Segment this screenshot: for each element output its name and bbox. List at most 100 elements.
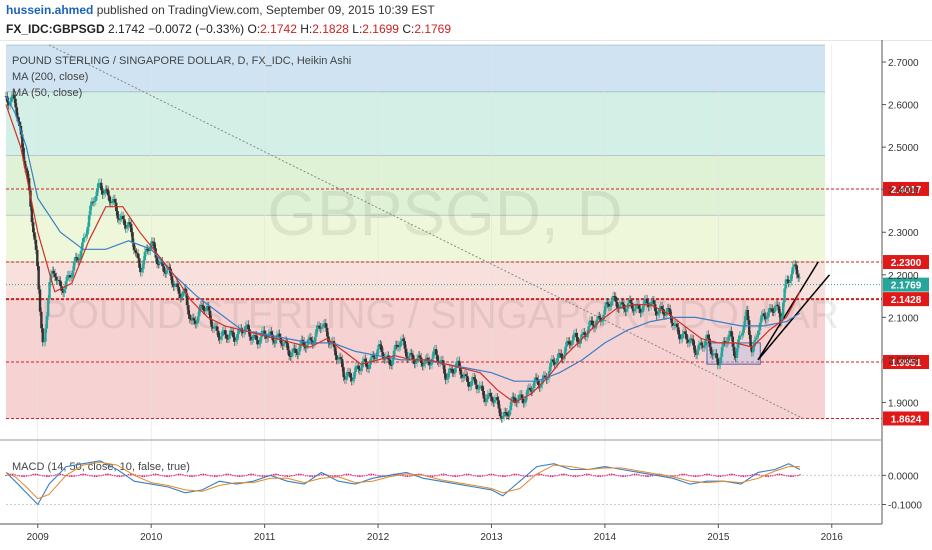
- price-candle: [712, 353, 715, 356]
- price-candle: [289, 355, 292, 357]
- macd-histogram-bar: [55, 474, 57, 476]
- macd-histogram-bar: [731, 473, 733, 476]
- macd-histogram-bar: [266, 475, 268, 477]
- price-candle: [316, 325, 319, 330]
- price-candle: [38, 289, 42, 312]
- price-candle: [724, 341, 728, 344]
- price-candle: [313, 336, 317, 344]
- price-candle: [645, 299, 649, 304]
- price-candle: [108, 195, 111, 202]
- price-candle: [726, 341, 729, 344]
- price-candle: [598, 316, 601, 318]
- price-candle: [394, 344, 397, 351]
- macd-histogram-bar: [329, 475, 332, 477]
- price-candle: [195, 323, 198, 325]
- price-candle: [232, 331, 235, 338]
- price-candle: [176, 283, 179, 288]
- macd-histogram-bar: [114, 475, 116, 477]
- x-tick-label-5: 2014: [594, 532, 617, 543]
- macd-histogram-bar: [572, 475, 574, 477]
- username-link[interactable]: hussein.ahmed: [6, 3, 94, 17]
- chart-area[interactable]: GBPSGD, D POUND STERLING / SINGAPORE DOL…: [0, 40, 932, 550]
- macd-histogram-bar: [259, 475, 261, 477]
- macd-histogram-bar: [286, 475, 289, 478]
- macd-histogram-bar: [708, 473, 711, 476]
- macd-histogram-bar: [638, 474, 640, 476]
- macd-histogram-bar: [785, 475, 788, 477]
- price-candle: [151, 241, 155, 243]
- macd-histogram-bar: [599, 475, 602, 478]
- price-candle: [441, 360, 445, 365]
- macd-histogram-bar: [583, 474, 586, 476]
- price-candle: [7, 102, 10, 106]
- price-candle: [40, 311, 43, 329]
- macd-histogram-bar: [306, 475, 309, 477]
- macd-histogram-bar: [767, 475, 770, 478]
- price-candle: [583, 332, 586, 335]
- price-candle: [334, 347, 337, 356]
- macd-histogram-bar: [277, 474, 280, 476]
- price-candle: [693, 345, 696, 353]
- price-candle: [346, 372, 349, 376]
- price-candle: [125, 226, 129, 229]
- macd-histogram-bar: [182, 474, 184, 476]
- macd-histogram-bar: [715, 475, 717, 477]
- price-candle: [451, 369, 454, 373]
- price-candle: [644, 299, 647, 301]
- price-candle: [214, 326, 217, 328]
- macd-histogram-bar: [590, 474, 593, 476]
- price-candle: [605, 302, 608, 307]
- price-candle: [682, 331, 686, 334]
- macd-histogram-bar: [168, 475, 171, 477]
- macd-histogram-bar: [613, 473, 615, 476]
- price-candle: [262, 330, 265, 332]
- macd-histogram-bar: [193, 475, 196, 477]
- legend-ma200: MA (200, close): [12, 71, 88, 83]
- price-candle: [41, 328, 44, 343]
- price-candle: [692, 339, 695, 346]
- price-candle: [505, 412, 509, 416]
- macd-histogram-bar: [39, 474, 41, 476]
- macd-histogram-bar: [624, 475, 627, 477]
- price-candle: [173, 285, 176, 287]
- price-candle: [189, 318, 193, 321]
- price-candle: [159, 261, 163, 263]
- price-candle: [628, 299, 631, 304]
- price-candle: [679, 338, 683, 340]
- price-candle: [473, 377, 476, 379]
- price-candle: [304, 346, 307, 349]
- legend-macd: MACD (14, 50, close, 10, false, true): [12, 461, 190, 473]
- price-candle: [537, 379, 540, 385]
- price-candle: [648, 306, 652, 308]
- price-candle: [703, 345, 706, 348]
- price-candle: [219, 336, 223, 340]
- macd-histogram-bar: [633, 473, 636, 476]
- price-candle: [342, 367, 345, 377]
- price-candle: [72, 261, 76, 271]
- price-candle: [312, 343, 315, 345]
- price-candle: [620, 302, 623, 306]
- macd-histogram-bar: [295, 474, 298, 476]
- macd-histogram-bar: [690, 475, 692, 477]
- macd-histogram-bar: [352, 475, 354, 477]
- price-candle: [639, 308, 642, 314]
- macd-histogram-bar: [717, 475, 720, 478]
- price-candle: [244, 325, 247, 331]
- price-candle: [368, 364, 371, 369]
- price-candle: [795, 265, 799, 275]
- macd-histogram-bar: [257, 475, 259, 477]
- price-candle: [365, 361, 368, 368]
- price-candle: [779, 313, 782, 323]
- price-candle: [579, 339, 582, 344]
- macd-histogram-bar: [449, 475, 452, 477]
- price-candle: [357, 365, 360, 370]
- price-candle: [764, 316, 767, 320]
- price-candle: [655, 311, 658, 316]
- signal-line: [5, 461, 800, 500]
- price-candle: [87, 215, 91, 227]
- price-candle: [539, 384, 543, 388]
- macd-histogram-bar: [129, 473, 132, 476]
- macd-histogram-bar: [159, 474, 162, 476]
- price-candle: [569, 344, 573, 346]
- ma50-line: [5, 104, 801, 404]
